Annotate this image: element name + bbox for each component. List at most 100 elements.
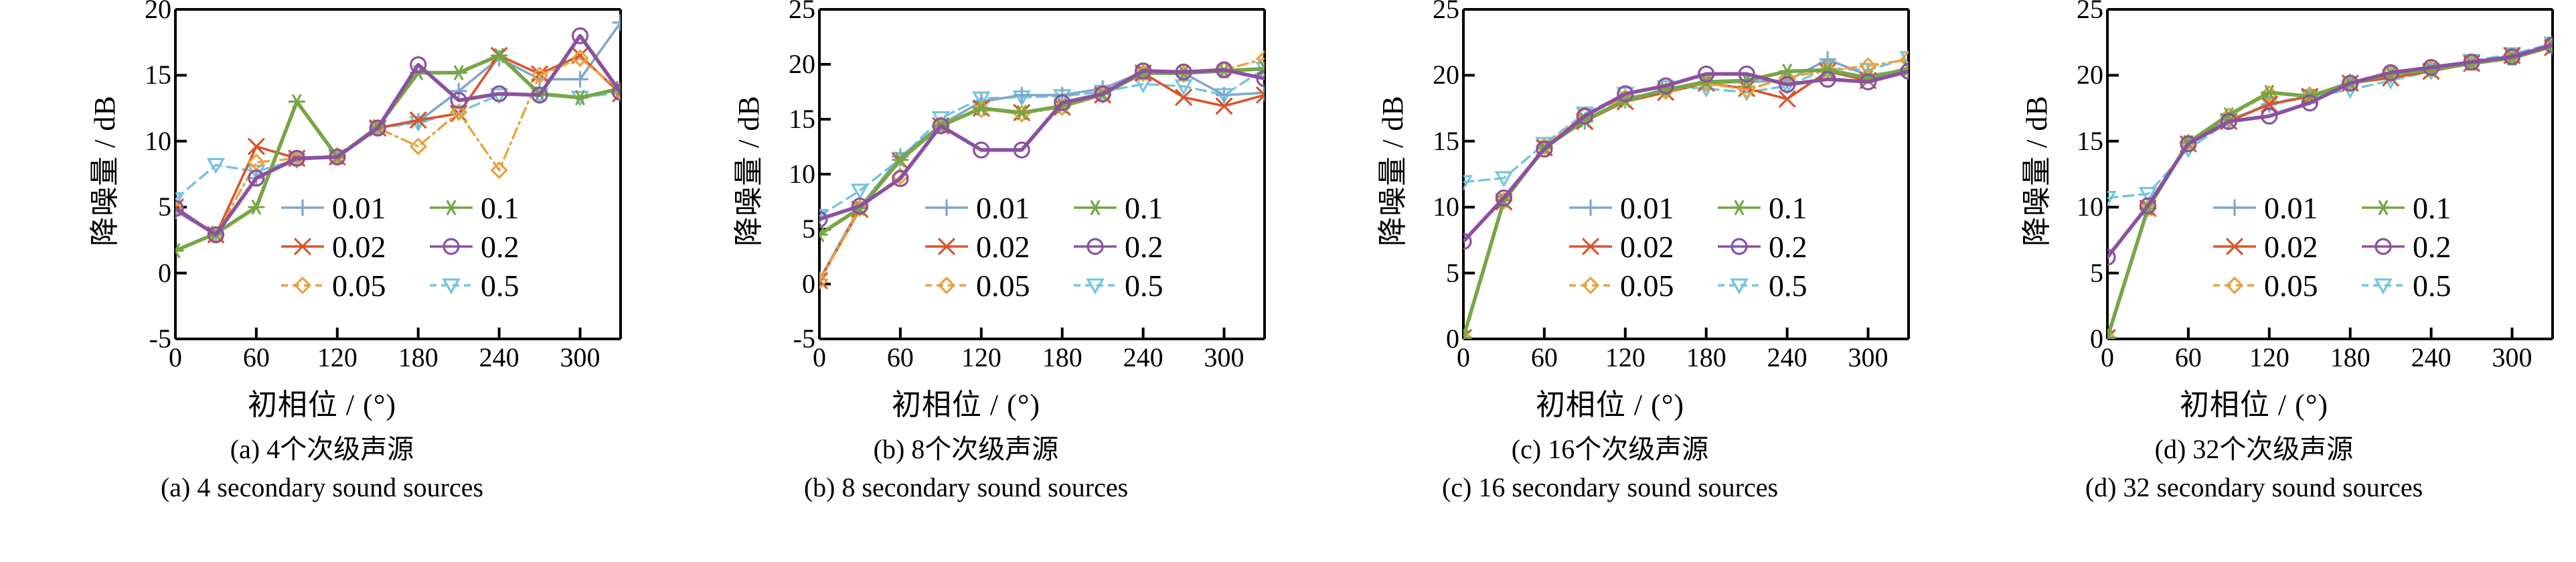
series-0.01 xyxy=(1463,52,1909,345)
legend-label: 0.2 xyxy=(2413,230,2451,264)
plus-icon xyxy=(2227,200,2242,215)
legend-item-0-01[interactable]: 0.01 xyxy=(281,191,386,225)
legend-label: 0.01 xyxy=(976,191,1030,225)
circle-icon xyxy=(1088,239,1103,254)
legend-item-0-5[interactable]: 0.5 xyxy=(2362,269,2451,303)
legend-label: 0.01 xyxy=(332,191,386,225)
diamond-icon xyxy=(295,278,310,293)
tick-marks xyxy=(818,8,1226,340)
x-tick-label: 300 xyxy=(1848,342,1888,372)
triangle-down-icon xyxy=(1732,279,1747,292)
series-0.02 xyxy=(2107,40,2553,345)
series-0.2 xyxy=(1463,64,1909,249)
x-tick-label: 120 xyxy=(1605,342,1645,372)
y-axis-ticks: 0 5 10 15 20 25 xyxy=(1388,0,1463,355)
legend-label: 0.2 xyxy=(1769,230,1807,264)
series-0.05 xyxy=(819,52,1265,288)
x-tick-label: 0 xyxy=(813,342,826,372)
series-0.01 xyxy=(819,64,1265,287)
legend-item-0-1[interactable]: 0.1 xyxy=(2362,191,2451,225)
series-0.05 xyxy=(1463,52,1909,345)
legend-item-0-5[interactable]: 0.5 xyxy=(1074,269,1163,303)
x-tick-label: 240 xyxy=(2411,342,2451,372)
series-0.1 xyxy=(1463,62,1909,339)
x-axis-ticks: 0 60 120 180 240 300 xyxy=(1288,344,1932,398)
x-axis-ticks: 0 60 120 180 240 300 xyxy=(0,344,644,398)
x-tick-label: 300 xyxy=(560,342,600,372)
legend-label: 0.05 xyxy=(976,269,1030,303)
legend-item-0-02[interactable]: 0.02 xyxy=(1569,230,1674,264)
y-tick-label: 15 xyxy=(2077,125,2103,156)
legend-item-0-5[interactable]: 0.5 xyxy=(430,269,519,303)
legend-label: 0.5 xyxy=(481,269,519,303)
triangle-down-icon xyxy=(444,279,459,292)
asterisk-icon xyxy=(2376,201,2391,214)
axes-frame xyxy=(1462,8,1910,340)
series-0.2 xyxy=(819,62,1265,226)
legend-item-0-2[interactable]: 0.2 xyxy=(430,230,519,264)
y-tick-label: 10 xyxy=(145,125,171,156)
legend-item-0-1[interactable]: 0.1 xyxy=(1074,191,1163,225)
legend: 0.01 0.1 0.02 0.2 0.05 0.5 xyxy=(281,191,519,303)
triangle-down-icon xyxy=(2376,279,2391,292)
legend-item-0-2[interactable]: 0.2 xyxy=(2362,230,2451,264)
y-tick-label: 25 xyxy=(789,0,815,24)
series-0.1 xyxy=(819,62,1265,241)
y-tick-label: 10 xyxy=(789,159,815,189)
legend-label: 0.05 xyxy=(2264,269,2318,303)
legend-item-0-05[interactable]: 0.05 xyxy=(2213,269,2318,303)
legend-item-0-01[interactable]: 0.01 xyxy=(2213,191,2318,225)
asterisk-icon xyxy=(1088,201,1103,214)
legend-item-0-05[interactable]: 0.05 xyxy=(281,269,386,303)
panel-caption-en: (d) 32 secondary sound sources xyxy=(2085,472,2423,502)
circle-icon xyxy=(1732,239,1747,254)
panel-caption-cn: (d) 32个次级声源 xyxy=(2154,434,2354,464)
circle-icon xyxy=(444,239,459,254)
x-axis-label: 初相位 / (°) xyxy=(891,389,1041,421)
legend-label: 0.2 xyxy=(481,230,519,264)
legend-item-0-02[interactable]: 0.02 xyxy=(2213,230,2318,264)
tick-marks xyxy=(174,8,582,340)
legend-item-0-02[interactable]: 0.02 xyxy=(925,230,1030,264)
legend-item-0-05[interactable]: 0.05 xyxy=(925,269,1030,303)
x-tick-label: 180 xyxy=(398,342,438,372)
legend-item-0-01[interactable]: 0.01 xyxy=(1569,191,1674,225)
y-tick-label: 15 xyxy=(789,104,815,134)
y-tick-label: -5 xyxy=(793,324,815,354)
x-tick-label: 60 xyxy=(1530,342,1558,372)
legend-item-0-05[interactable]: 0.05 xyxy=(1569,269,1674,303)
x-tick-label: 60 xyxy=(242,342,270,372)
legend-item-0-2[interactable]: 0.2 xyxy=(1074,230,1163,264)
legend-item-0-02[interactable]: 0.02 xyxy=(281,230,386,264)
plot-container: 0.01 0.1 0.02 0.2 0.05 0.5 xyxy=(1932,0,2576,375)
legend-label: 0.1 xyxy=(2413,191,2451,225)
plot-area: 0.01 0.1 0.02 0.2 0.05 0.5 xyxy=(2106,8,2554,345)
plus-icon xyxy=(939,200,954,215)
cross-icon xyxy=(295,239,310,254)
legend: 0.01 0.1 0.02 0.2 0.05 0.5 xyxy=(925,191,1163,303)
series-0.5 xyxy=(2107,38,2553,205)
axes-frame xyxy=(2106,8,2554,340)
legend-item-0-1[interactable]: 0.1 xyxy=(430,191,519,225)
chart-panel-c: 降噪量 / dB 0 5 10 15 20 25 0 60 120 180 240 300 初相位 / (… xyxy=(1288,0,1932,562)
legend-item-0-1[interactable]: 0.1 xyxy=(1718,191,1807,225)
series-0.05 xyxy=(2107,38,2553,345)
axes-frame xyxy=(174,8,622,340)
plot-container: 0.01 0.1 0.02 0.2 0.05 0.5 xyxy=(1288,0,1932,375)
legend-label: 0.5 xyxy=(1769,269,1807,303)
triangle-down-icon xyxy=(1088,279,1103,292)
legend-item-0-2[interactable]: 0.2 xyxy=(1718,230,1807,264)
y-tick-label: 5 xyxy=(2090,257,2103,288)
x-tick-label: 0 xyxy=(2101,342,2114,372)
y-tick-label: 10 xyxy=(2077,192,2103,222)
diamond-icon xyxy=(1583,278,1598,293)
x-tick-label: 240 xyxy=(1767,342,1807,372)
plot-container: 0.01 0.1 0.02 0.2 0.05 0.5 xyxy=(644,0,1288,375)
legend-item-0-01[interactable]: 0.01 xyxy=(925,191,1030,225)
x-tick-label: 120 xyxy=(317,342,357,372)
panel-caption-en: (a) 4 secondary sound sources xyxy=(160,472,484,502)
series-0.01 xyxy=(2107,39,2553,345)
series-0.02 xyxy=(819,66,1265,288)
legend-item-0-5[interactable]: 0.5 xyxy=(1718,269,1807,303)
